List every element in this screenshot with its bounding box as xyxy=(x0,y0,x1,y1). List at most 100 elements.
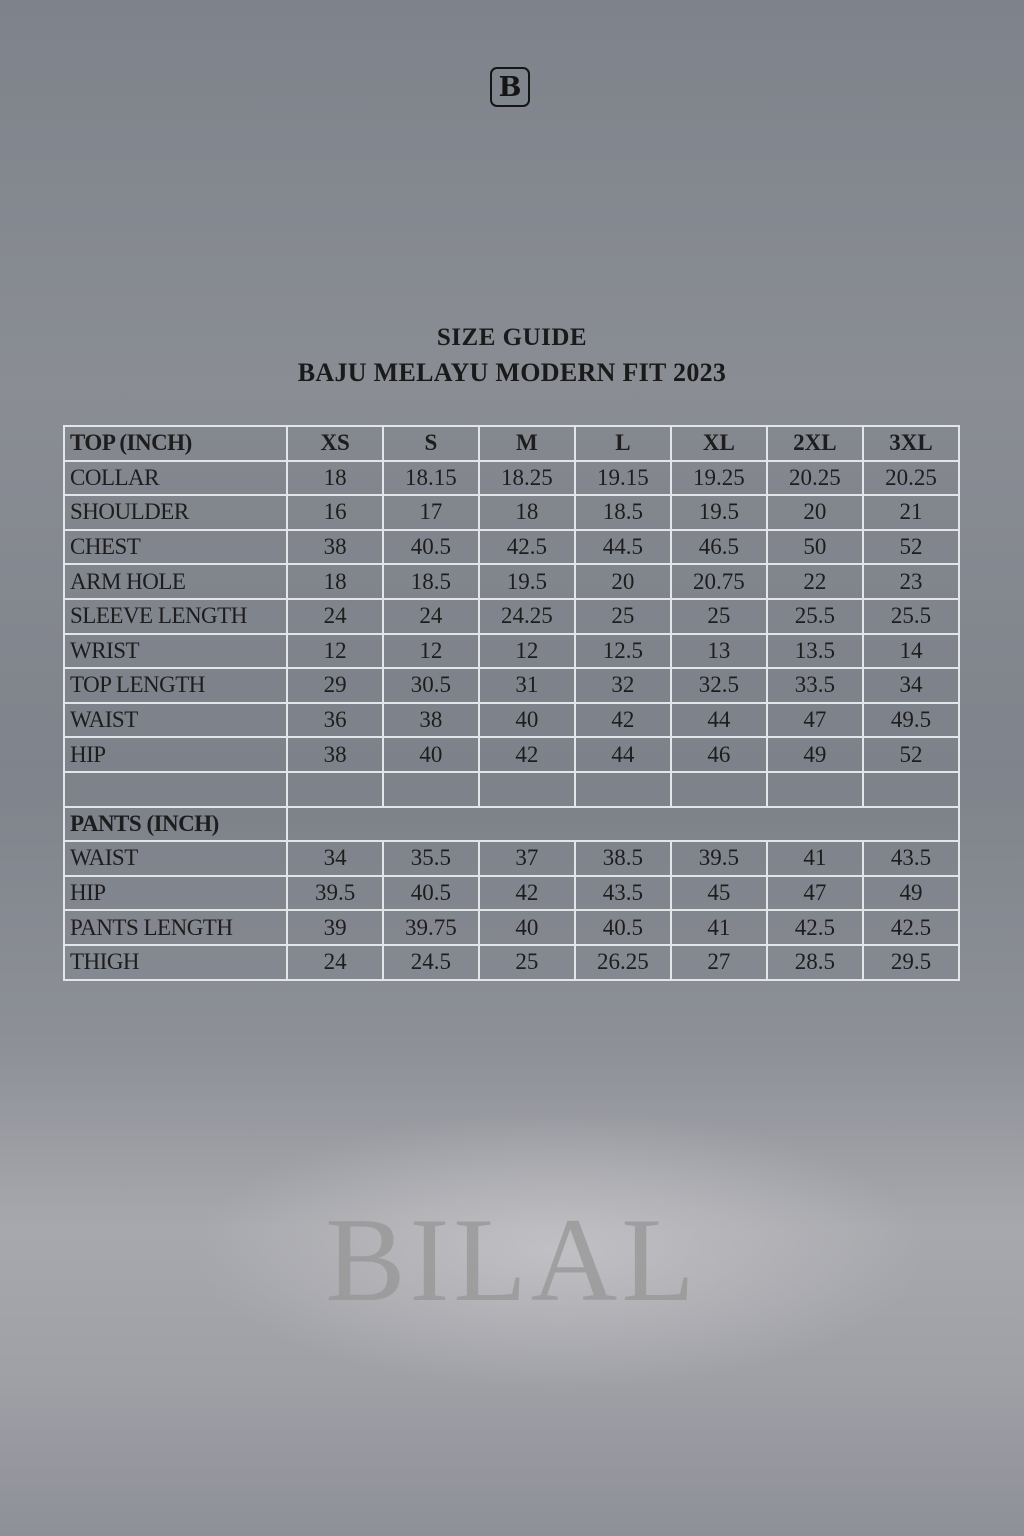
measurement-value: 36 xyxy=(286,701,384,739)
measurement-value: 14 xyxy=(861,632,961,670)
pants-header-row: PANTS (INCH) xyxy=(62,805,960,843)
measurement-label: TOP LENGTH xyxy=(62,667,289,704)
size-header: 3XL xyxy=(861,425,961,462)
measurement-value: 24.5 xyxy=(381,943,480,981)
measurement-value: 47 xyxy=(765,701,864,739)
measurement-value: 40.5 xyxy=(573,909,672,946)
measurement-value: 44 xyxy=(669,701,768,739)
measurement-value: 18.5 xyxy=(381,563,480,600)
measurement-value: 37 xyxy=(477,840,576,877)
measurement-value: 25.5 xyxy=(765,597,864,635)
size-header: M xyxy=(477,425,576,462)
measurement-value: 47 xyxy=(765,874,864,912)
table-row: THIGH 24 24.5 25 26.25 27 28.5 29.5 xyxy=(62,943,961,981)
measurement-value: 25 xyxy=(669,597,768,635)
brand-logo: B xyxy=(490,67,530,107)
measurement-value: 26.25 xyxy=(573,943,672,981)
measurement-value: 17 xyxy=(381,494,480,531)
page-subtitle: BAJU MELAYU MODERN FIT 2023 xyxy=(297,358,727,387)
measurement-value: 24.25 xyxy=(477,597,576,635)
measurement-label: SLEEVE LENGTH xyxy=(62,597,289,635)
empty-cell xyxy=(62,770,289,808)
measurement-value: 30.5 xyxy=(381,667,480,704)
section-header-top: TOP (INCH) xyxy=(62,425,289,462)
table-row: CHEST 38 40.5 42.5 44.5 46.5 50 52 xyxy=(62,528,961,566)
measurement-value: 42 xyxy=(477,736,576,773)
measurement-label: THIGH xyxy=(62,943,289,981)
measurement-value: 33.5 xyxy=(765,667,864,704)
measurement-value: 38 xyxy=(286,736,384,773)
measurement-value: 32 xyxy=(573,667,672,704)
measurement-value: 39.5 xyxy=(286,874,384,912)
measurement-value: 18.15 xyxy=(381,459,480,497)
empty-cell xyxy=(381,770,480,808)
table-row: WAIST 36 38 40 42 44 47 49.5 xyxy=(62,701,961,739)
measurement-value: 44 xyxy=(573,736,672,773)
measurement-value: 52 xyxy=(861,736,961,773)
measurement-value: 27 xyxy=(669,943,768,981)
empty-cell xyxy=(286,805,960,843)
measurement-label: WRIST xyxy=(62,632,289,670)
measurement-value: 13 xyxy=(669,632,768,670)
measurement-value: 18 xyxy=(286,563,384,600)
size-header: L xyxy=(573,425,672,462)
size-header: XS xyxy=(286,425,384,462)
measurement-value: 20 xyxy=(573,563,672,600)
measurement-label: WAIST xyxy=(62,701,289,739)
measurement-value: 46.5 xyxy=(669,528,768,566)
page-title: SIZE GUIDE xyxy=(436,324,588,351)
measurement-value: 34 xyxy=(861,667,961,704)
measurement-value: 41 xyxy=(765,840,864,877)
measurement-label: COLLAR xyxy=(62,459,289,497)
measurement-value: 25.5 xyxy=(861,597,961,635)
table-row: PANTS LENGTH 39 39.75 40 40.5 41 42.5 42.5 xyxy=(62,909,961,946)
measurement-value: 16 xyxy=(286,494,384,531)
measurement-label: HIP xyxy=(62,874,289,912)
measurement-value: 20 xyxy=(765,494,864,531)
measurement-value: 42 xyxy=(477,874,576,912)
empty-cell xyxy=(669,770,768,808)
measurement-value: 31 xyxy=(477,667,576,704)
measurement-value: 39.5 xyxy=(669,840,768,877)
table-row: SLEEVE LENGTH 24 24 24.25 25 25 25.5 25.5 xyxy=(62,597,961,635)
size-table: TOP (INCH) XS S M L XL 2XL 3XL COLLAR 18 18.15 18.2… xyxy=(62,425,961,981)
measurement-value: 43.5 xyxy=(861,840,961,877)
measurement-value: 46 xyxy=(669,736,768,773)
measurement-value: 24 xyxy=(286,597,384,635)
measurement-value: 24 xyxy=(286,943,384,981)
table-row: WAIST 34 35.5 37 38.5 39.5 41 43.5 xyxy=(62,840,961,877)
measurement-value: 12 xyxy=(286,632,384,670)
measurement-value: 25 xyxy=(477,943,576,981)
empty-cell xyxy=(861,770,961,808)
table-row: TOP LENGTH 29 30.5 31 32 32.5 33.5 34 xyxy=(62,667,961,704)
measurement-label: WAIST xyxy=(62,840,289,877)
table-row: ARM HOLE 18 18.5 19.5 20 20.75 22 23 xyxy=(62,563,961,600)
measurement-value: 42.5 xyxy=(765,909,864,946)
measurement-value: 18 xyxy=(286,459,384,497)
measurement-value: 49.5 xyxy=(861,701,961,739)
measurement-label: HIP xyxy=(62,736,289,773)
measurement-value: 49 xyxy=(861,874,961,912)
measurement-value: 18.5 xyxy=(573,494,672,531)
measurement-value: 12.5 xyxy=(573,632,672,670)
measurement-value: 39.75 xyxy=(381,909,480,946)
table-row: HIP 39.5 40.5 42 43.5 45 47 49 xyxy=(62,874,961,912)
measurement-value: 40.5 xyxy=(381,874,480,912)
measurement-value: 29 xyxy=(286,667,384,704)
measurement-value: 38 xyxy=(381,701,480,739)
measurement-label: PANTS LENGTH xyxy=(62,909,289,946)
measurement-value: 12 xyxy=(477,632,576,670)
measurement-value: 23 xyxy=(861,563,961,600)
empty-cell xyxy=(477,770,576,808)
measurement-value: 21 xyxy=(861,494,961,531)
measurement-value: 40 xyxy=(381,736,480,773)
measurement-value: 28.5 xyxy=(765,943,864,981)
measurement-label: ARM HOLE xyxy=(62,563,289,600)
measurement-value: 39 xyxy=(286,909,384,946)
section-header-pants: PANTS (INCH) xyxy=(62,805,289,843)
measurement-value: 32.5 xyxy=(669,667,768,704)
empty-cell xyxy=(286,770,384,808)
measurement-value: 42 xyxy=(573,701,672,739)
measurement-value: 42.5 xyxy=(477,528,576,566)
measurement-value: 24 xyxy=(381,597,480,635)
